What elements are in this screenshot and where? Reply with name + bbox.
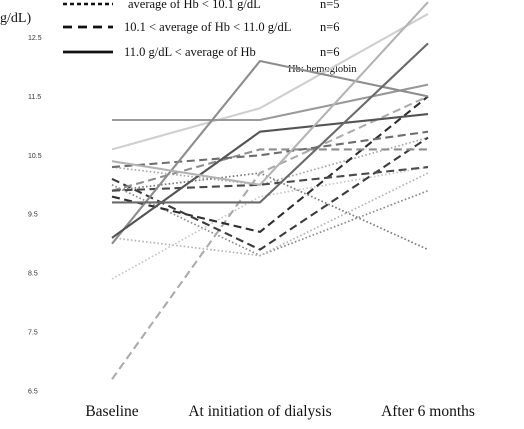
series-line-dashed-11 — [111, 166, 429, 192]
legend-n-low: n=5 — [320, 0, 340, 11]
series-line-dashed-7 — [111, 95, 429, 233]
series-line-solid-15 — [111, 113, 429, 239]
legend-n-mid: n=6 — [320, 20, 340, 34]
x-tick-label: Baseline — [85, 403, 138, 420]
series-line-solid-16 — [112, 42, 429, 204]
y-tick-label: 10.5 — [28, 153, 42, 160]
y-tick-label: 11.5 — [28, 94, 41, 101]
legend: average of Hb < 10.1 g/dL n=5 10.1 < ave… — [63, 0, 340, 59]
x-tick-label: At initiation of dialysis — [188, 403, 331, 420]
y-tick-label: 8.5 — [28, 271, 38, 278]
x-tick-label: After 6 months — [381, 403, 475, 420]
legend-label-low: average of Hb < 10.1 g/dL — [128, 0, 261, 11]
series-line-dashed-6 — [111, 95, 429, 380]
y-axis-unit-label: g/dL) — [0, 11, 31, 26]
series-line-solid-14 — [111, 59, 429, 245]
legend-label-mid: 10.1 < average of Hb < 11.0 g/dL — [124, 20, 291, 34]
y-tick-label: 7.5 — [28, 330, 38, 337]
y-tick-label: 6.5 — [28, 389, 38, 396]
series-line-solid-17 — [111, 1, 429, 186]
hemoglobin-note: Hb: hemoglobin — [288, 64, 357, 75]
legend-n-high: n=6 — [320, 45, 340, 59]
y-tick-label: 9.5 — [28, 212, 38, 219]
y-axis: 6.5 7.5 8.5 9.5 10.5 11.5 12.5 — [28, 35, 42, 396]
series-line-solid-12 — [111, 12, 429, 151]
series-line-dotted-3 — [111, 172, 429, 257]
series-line-dashed-9 — [111, 148, 428, 192]
legend-label-high: 11.0 g/dL < average of Hb — [124, 45, 256, 59]
y-tick-label: 12.5 — [28, 35, 42, 42]
x-axis: Baseline At initiation of dialysis After 6… — [85, 403, 475, 420]
series-lines — [111, 1, 429, 380]
